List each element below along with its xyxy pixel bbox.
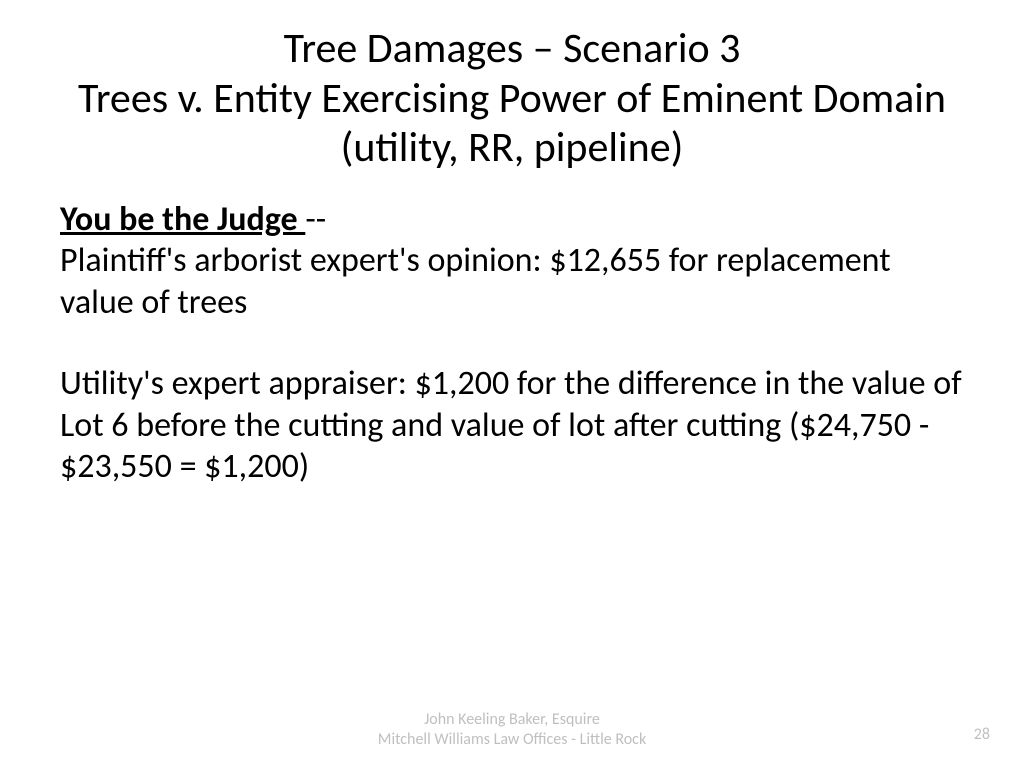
- page-number: 28: [974, 725, 990, 744]
- slide-body: You be the Judge -- Plaintiff's arborist…: [60, 199, 964, 528]
- paragraph-1: Plaintiff's arborist expert's opinion: $…: [60, 240, 964, 323]
- judge-heading: You be the Judge --: [60, 199, 964, 240]
- slide-container: Tree Damages – Scenario 3 Trees v. Entit…: [0, 0, 1024, 768]
- paragraph-2: Utility's expert appraiser: $1,200 for t…: [60, 363, 964, 487]
- slide-title: Tree Damages – Scenario 3 Trees v. Entit…: [60, 24, 964, 173]
- title-line-1: Tree Damages – Scenario 3: [284, 23, 741, 74]
- judge-suffix: --: [305, 199, 326, 240]
- judge-label: You be the Judge: [60, 199, 305, 240]
- footer-line-2: Mitchell Williams Law Offices - Little R…: [378, 730, 646, 749]
- footer-line-1: John Keeling Baker, Esquire: [424, 710, 600, 729]
- slide-footer: John Keeling Baker, Esquire Mitchell Wil…: [0, 710, 1024, 750]
- title-line-2: Trees v. Entity Exercising Power of Emin…: [78, 73, 946, 174]
